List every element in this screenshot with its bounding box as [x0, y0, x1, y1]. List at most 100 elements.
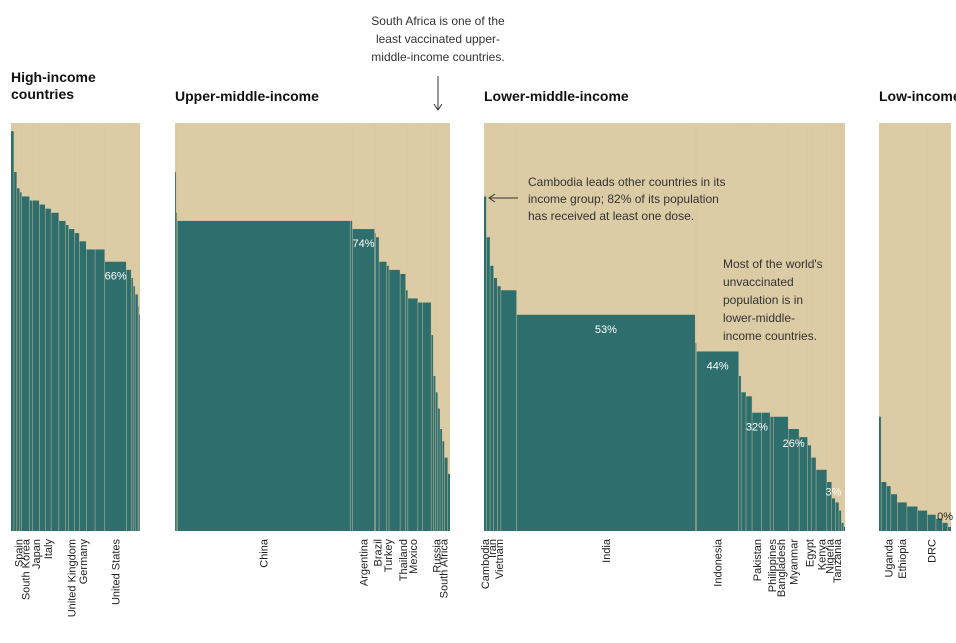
- country-bar: [738, 375, 742, 531]
- country-label: South Korea: [21, 538, 33, 600]
- country-bar: [917, 510, 928, 531]
- country-bar: [58, 220, 66, 532]
- group-title: Low-income: [879, 88, 956, 104]
- country-bar: [126, 269, 132, 531]
- country-bar: [942, 522, 948, 531]
- country-bar: [897, 502, 907, 531]
- country-label: China: [259, 538, 271, 568]
- country-bar: [386, 265, 390, 531]
- country-label: Argentina: [359, 538, 371, 586]
- country-label: Vietnam: [494, 539, 506, 579]
- group-title-line: High-income: [11, 69, 96, 85]
- country-bar: [799, 437, 808, 531]
- country-bar: [131, 278, 134, 531]
- country-bar: [135, 294, 139, 531]
- unvaccinated-note-line: population is in: [723, 293, 803, 307]
- country-bar: [45, 208, 52, 531]
- country-bar: [104, 261, 127, 531]
- country-bar: [838, 510, 842, 531]
- country-bar: [139, 314, 140, 531]
- country-bar: [843, 526, 845, 531]
- country-bar: [13, 171, 17, 531]
- cambodia-note-line: has received at least one dose.: [528, 209, 694, 223]
- country-bar: [773, 416, 789, 531]
- country-bar: [21, 196, 30, 531]
- group-title: High-income countries: [11, 69, 96, 102]
- country-bar: [816, 469, 827, 531]
- cambodia-note: Cambodia leads other countries in its inc…: [528, 175, 725, 223]
- country-bar: [433, 375, 436, 531]
- group-titles: High-income countries Upper-middle-income L…: [11, 69, 956, 104]
- unvaccinated-area: [879, 123, 951, 531]
- country-bar: [86, 249, 96, 532]
- country-bar: [811, 457, 817, 531]
- country-label: Myanmar: [789, 539, 801, 585]
- country-bar: [133, 286, 136, 531]
- value-label: 53%: [595, 324, 617, 336]
- country-bar: [39, 204, 46, 531]
- country-bar: [435, 392, 438, 531]
- country-bar: [32, 200, 40, 531]
- country-bar: [68, 229, 75, 531]
- country-label: India: [601, 538, 613, 563]
- country-label: Brazil: [372, 539, 384, 567]
- country-label: Uganda: [884, 538, 896, 577]
- country-label: Russia: [432, 538, 444, 573]
- country-label: South Africa: [438, 538, 450, 598]
- country-label: United States: [111, 539, 123, 606]
- unvaccinated-note-line: income countries.: [723, 329, 817, 343]
- country-label: Tanzania: [832, 538, 844, 583]
- country-bar: [374, 233, 376, 531]
- cambodia-note-line: Cambodia leads other countries in its: [528, 175, 725, 189]
- country-label: Indonesia: [713, 538, 725, 587]
- country-bar: [886, 486, 891, 531]
- chart-panels: [11, 123, 951, 532]
- country-label: Turkey: [383, 539, 395, 573]
- group-title: Upper-middle-income: [175, 88, 319, 104]
- group-title: Lower-middle-income: [484, 88, 629, 104]
- country-bar: [770, 416, 774, 531]
- country-bar: [177, 220, 351, 532]
- country-bar: [493, 278, 498, 531]
- south-africa-note-line: middle-income countries.: [371, 50, 504, 64]
- country-bar: [486, 237, 491, 532]
- unvaccinated-note: Most of the world's unvaccinated populatio…: [723, 257, 823, 343]
- country-bar: [352, 229, 375, 531]
- country-bar: [29, 200, 33, 531]
- country-label: Bangladesh: [776, 539, 788, 597]
- country-label: Egypt: [804, 539, 816, 567]
- country-bar: [442, 441, 445, 531]
- country-bar: [437, 408, 441, 531]
- country-bar: [138, 306, 140, 531]
- south-africa-note: South Africa is one of the least vaccinat…: [371, 14, 505, 64]
- unvaccinated-note-line: lower-middle-: [723, 311, 795, 325]
- country-label: Philippines: [767, 539, 779, 593]
- country-bar: [761, 412, 771, 531]
- value-labels: 66% 74% 53% 44% 32% 26% 3% 0%: [105, 238, 954, 523]
- country-bar: [350, 220, 353, 532]
- country-bar: [176, 212, 178, 531]
- country-bar: [788, 429, 800, 531]
- country-bar: [890, 494, 898, 531]
- unvaccinated-note-line: unvaccinated: [723, 275, 794, 289]
- country-bar: [879, 416, 882, 531]
- country-bar: [74, 233, 80, 531]
- country-bar: [447, 473, 450, 531]
- country-bar: [500, 290, 517, 531]
- country-bar: [440, 429, 443, 531]
- country-bar: [389, 269, 401, 531]
- country-bar: [906, 506, 918, 531]
- country-label: Spain: [13, 539, 25, 567]
- country-bar: [927, 514, 936, 531]
- country-bar: [16, 188, 20, 531]
- country-bar: [484, 196, 487, 531]
- country-label: Iran: [487, 539, 499, 558]
- country-bar: [422, 302, 432, 531]
- value-label: 0%: [937, 511, 953, 523]
- country-bar: [935, 518, 943, 531]
- country-bar: [807, 445, 812, 531]
- country-label: Mexico: [408, 539, 420, 574]
- country-bar: [497, 286, 501, 531]
- value-label: 66%: [105, 271, 127, 283]
